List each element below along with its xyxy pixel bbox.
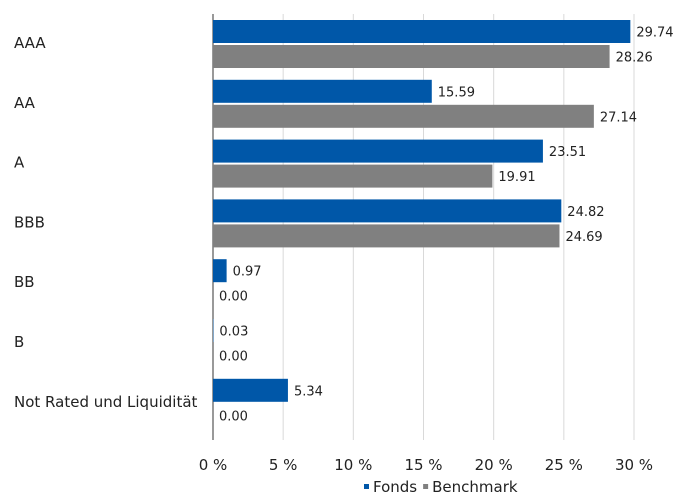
data-label: 24.69 — [565, 230, 602, 245]
data-label: 0.00 — [219, 409, 248, 424]
bar-fonds — [213, 20, 631, 43]
x-tick-label: 25 % — [545, 456, 583, 474]
data-label: 0.00 — [219, 350, 248, 365]
bar-benchmark — [213, 45, 610, 68]
bar-fonds — [213, 139, 543, 163]
bar-fonds — [213, 259, 227, 283]
bar-fonds — [213, 199, 562, 223]
data-label: 19.91 — [498, 170, 535, 185]
bar-fonds — [213, 378, 288, 402]
category-label: BBB — [14, 213, 45, 231]
bar-fonds — [213, 79, 432, 103]
x-tick-labels: 0 % 5 % 10 % 15 % 20 % 25 % 30 % — [199, 456, 653, 474]
bar-benchmark — [213, 224, 560, 248]
data-label: 27.14 — [600, 110, 637, 125]
category-label: AAA — [14, 34, 46, 52]
data-label: 28.26 — [616, 51, 653, 66]
legend-swatch-benchmark — [423, 484, 429, 489]
legend-swatch-fonds — [364, 484, 369, 489]
data-label: 0.00 — [219, 290, 248, 305]
legend-label: Benchmark — [432, 478, 518, 496]
bar-benchmark — [213, 104, 594, 128]
data-label: 23.51 — [549, 145, 586, 160]
x-tick-label: 30 % — [615, 456, 653, 474]
data-label: 29.74 — [636, 26, 673, 41]
x-tick-label: 5 % — [269, 456, 298, 474]
data-label: 0.03 — [219, 325, 248, 340]
data-label: 24.82 — [567, 205, 604, 220]
category-label: AA — [14, 94, 36, 112]
category-label: A — [14, 154, 25, 172]
legend-label: Fonds — [373, 478, 417, 496]
bar-benchmark — [213, 164, 493, 188]
category-label: B — [14, 333, 24, 351]
legend: Fonds Benchmark — [364, 478, 518, 496]
x-tick-label: 10 % — [334, 456, 372, 474]
x-tick-label: 0 % — [199, 456, 228, 474]
category-label: BB — [14, 273, 35, 291]
x-tick-label: 15 % — [404, 456, 442, 474]
data-label: 0.97 — [233, 265, 262, 280]
x-tick-label: 20 % — [475, 456, 513, 474]
category-label: Not Rated und Liquidität — [14, 393, 198, 411]
data-label: 15.59 — [438, 85, 475, 100]
data-label: 5.34 — [294, 384, 323, 399]
bars: 29.74 28.26 15.59 27.14 23.51 19.91 24.82 24.69… — [213, 20, 674, 424]
